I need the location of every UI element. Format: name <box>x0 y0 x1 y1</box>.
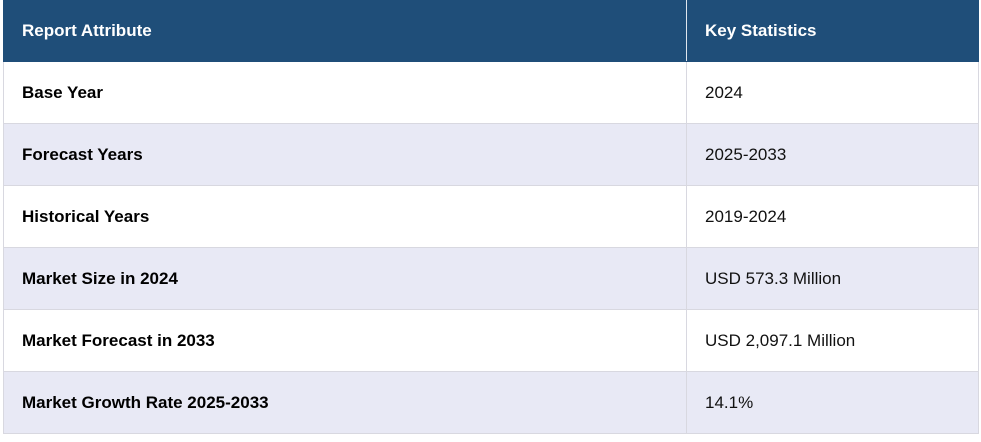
table-cell: 14.1% <box>686 371 979 434</box>
table-row: Market Forecast in 2033 USD 2,097.1 Milli… <box>3 309 979 372</box>
table-cell: 2025-2033 <box>686 123 979 186</box>
table-row: Historical Years 2019-2024 <box>3 185 979 248</box>
header-cell: Key Statistics <box>686 0 979 62</box>
table-cell: Forecast Years <box>3 123 687 186</box>
table-row: Market Size in 2024 USD 573.3 Million <box>3 247 979 310</box>
table-row: Market Growth Rate 2025-2033 14.1% <box>3 371 979 434</box>
table-cell: USD 2,097.1 Million <box>686 309 979 372</box>
table-cell: Base Year <box>3 61 687 124</box>
table-body: Base Year 2024 Forecast Years 2025-2033 Hist… <box>3 61 979 434</box>
table-cell: Historical Years <box>3 185 687 248</box>
table-cell: 2019-2024 <box>686 185 979 248</box>
table-cell: Market Growth Rate 2025-2033 <box>3 371 687 434</box>
table-cell: Market Forecast in 2033 <box>3 309 687 372</box>
data-table: Report Attribute Key Statistics Base Year… <box>3 0 979 434</box>
table-row: Base Year 2024 <box>3 61 979 124</box>
table-cell: 2024 <box>686 61 979 124</box>
header-row: Report Attribute Key Statistics <box>3 0 979 62</box>
table-cell: USD 573.3 Million <box>686 247 979 310</box>
table-cell: Market Size in 2024 <box>3 247 687 310</box>
header-cell: Report Attribute <box>3 0 687 62</box>
table-row: Forecast Years 2025-2033 <box>3 123 979 186</box>
